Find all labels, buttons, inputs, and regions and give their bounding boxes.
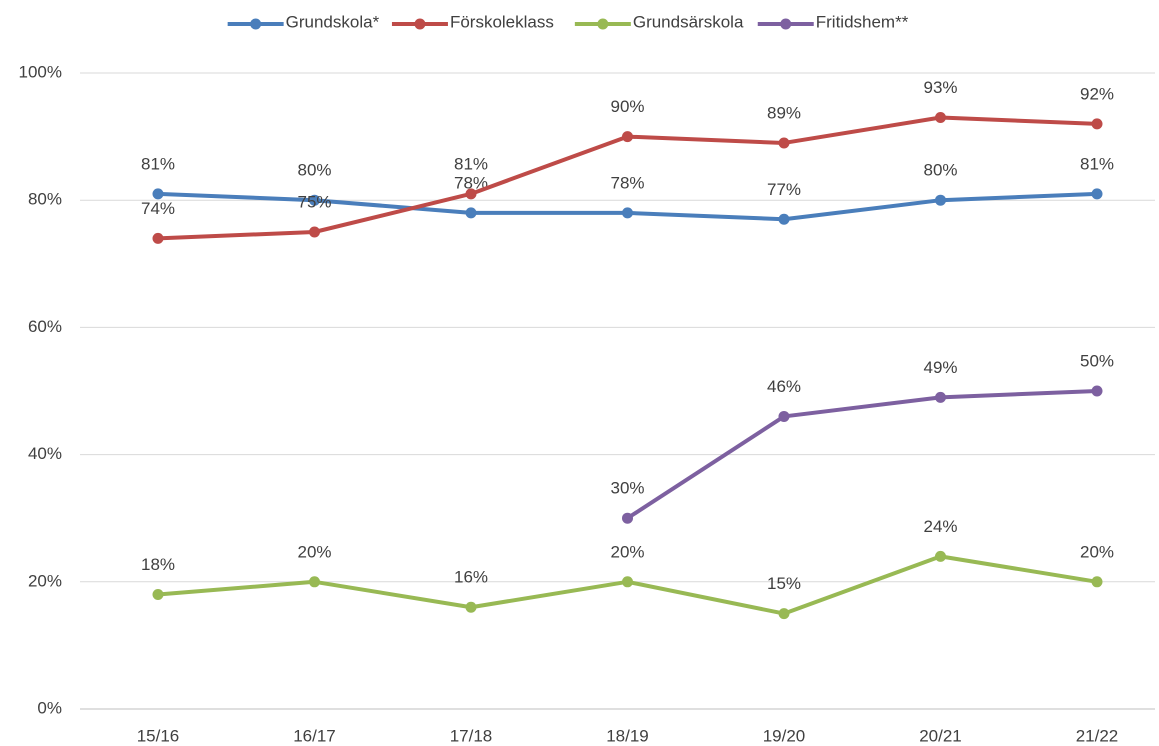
data-label: 78% [610, 173, 644, 192]
x-tick-label: 16/17 [293, 726, 336, 745]
y-tick-label: 60% [28, 317, 62, 336]
data-point [1091, 118, 1103, 130]
x-tick-label: 15/16 [137, 726, 180, 745]
data-point [465, 207, 477, 219]
data-label: 20% [1080, 542, 1114, 561]
legend-marker [414, 18, 426, 30]
data-point [622, 207, 633, 219]
data-label: 16% [454, 568, 488, 587]
legend-marker [597, 18, 609, 30]
data-label: 89% [767, 103, 801, 122]
data-point [309, 194, 320, 206]
data-label: 78% [454, 173, 488, 192]
x-tick-label: 21/22 [1076, 726, 1119, 745]
data-point [778, 410, 790, 422]
data-point [465, 188, 477, 200]
data-label: 18% [141, 555, 175, 574]
data-point [152, 188, 164, 200]
legend-label: Grundsärskola [633, 12, 744, 31]
data-label: 90% [610, 97, 644, 116]
data-point [1091, 576, 1103, 588]
legend-label: Fritidshem** [816, 12, 909, 31]
data-point [152, 589, 164, 601]
data-label: 15% [767, 574, 801, 593]
legend-label: Grundskola* [286, 12, 380, 31]
data-point [935, 550, 946, 562]
data-label: 81% [1080, 154, 1114, 173]
data-point [935, 194, 946, 206]
data-point [309, 226, 320, 238]
y-tick-label: 80% [28, 190, 62, 209]
data-label: 74% [141, 199, 175, 218]
data-point [778, 608, 790, 620]
y-tick-label: 20% [28, 571, 62, 590]
data-label: 92% [1080, 84, 1114, 103]
legend-label: Förskoleklass [450, 12, 554, 31]
x-tick-label: 18/19 [606, 726, 649, 745]
data-point [935, 391, 946, 403]
data-label: 93% [923, 78, 957, 97]
x-tick-label: 19/20 [763, 726, 806, 745]
data-label: 80% [297, 161, 331, 180]
y-tick-label: 100% [19, 62, 62, 81]
x-tick-label: 17/18 [450, 726, 493, 745]
legend-marker [780, 18, 792, 30]
data-point [778, 137, 790, 149]
data-label: 24% [923, 517, 957, 536]
data-label: 30% [610, 479, 644, 498]
data-point [622, 576, 633, 588]
data-label: 20% [610, 542, 644, 561]
series-line [626, 389, 1098, 520]
legend-marker [250, 18, 262, 30]
x-tick-label: 20/21 [919, 726, 962, 745]
data-label: 81% [454, 154, 488, 173]
data-point [622, 512, 633, 524]
data-point [1091, 188, 1103, 200]
data-point [309, 576, 320, 588]
data-point [622, 131, 633, 143]
data-label: 75% [297, 192, 331, 211]
data-point [465, 601, 477, 613]
data-point [1091, 385, 1103, 397]
y-tick-label: 40% [28, 444, 62, 463]
data-label: 80% [923, 161, 957, 180]
y-tick-label: 0% [37, 698, 62, 717]
data-point [152, 232, 164, 244]
data-label: 50% [1080, 351, 1114, 370]
data-point [778, 213, 790, 225]
data-label: 49% [923, 358, 957, 377]
data-label: 81% [141, 154, 175, 173]
data-label: 20% [297, 542, 331, 561]
data-label: 46% [767, 377, 801, 396]
data-label: 77% [767, 180, 801, 199]
data-point [935, 112, 946, 124]
